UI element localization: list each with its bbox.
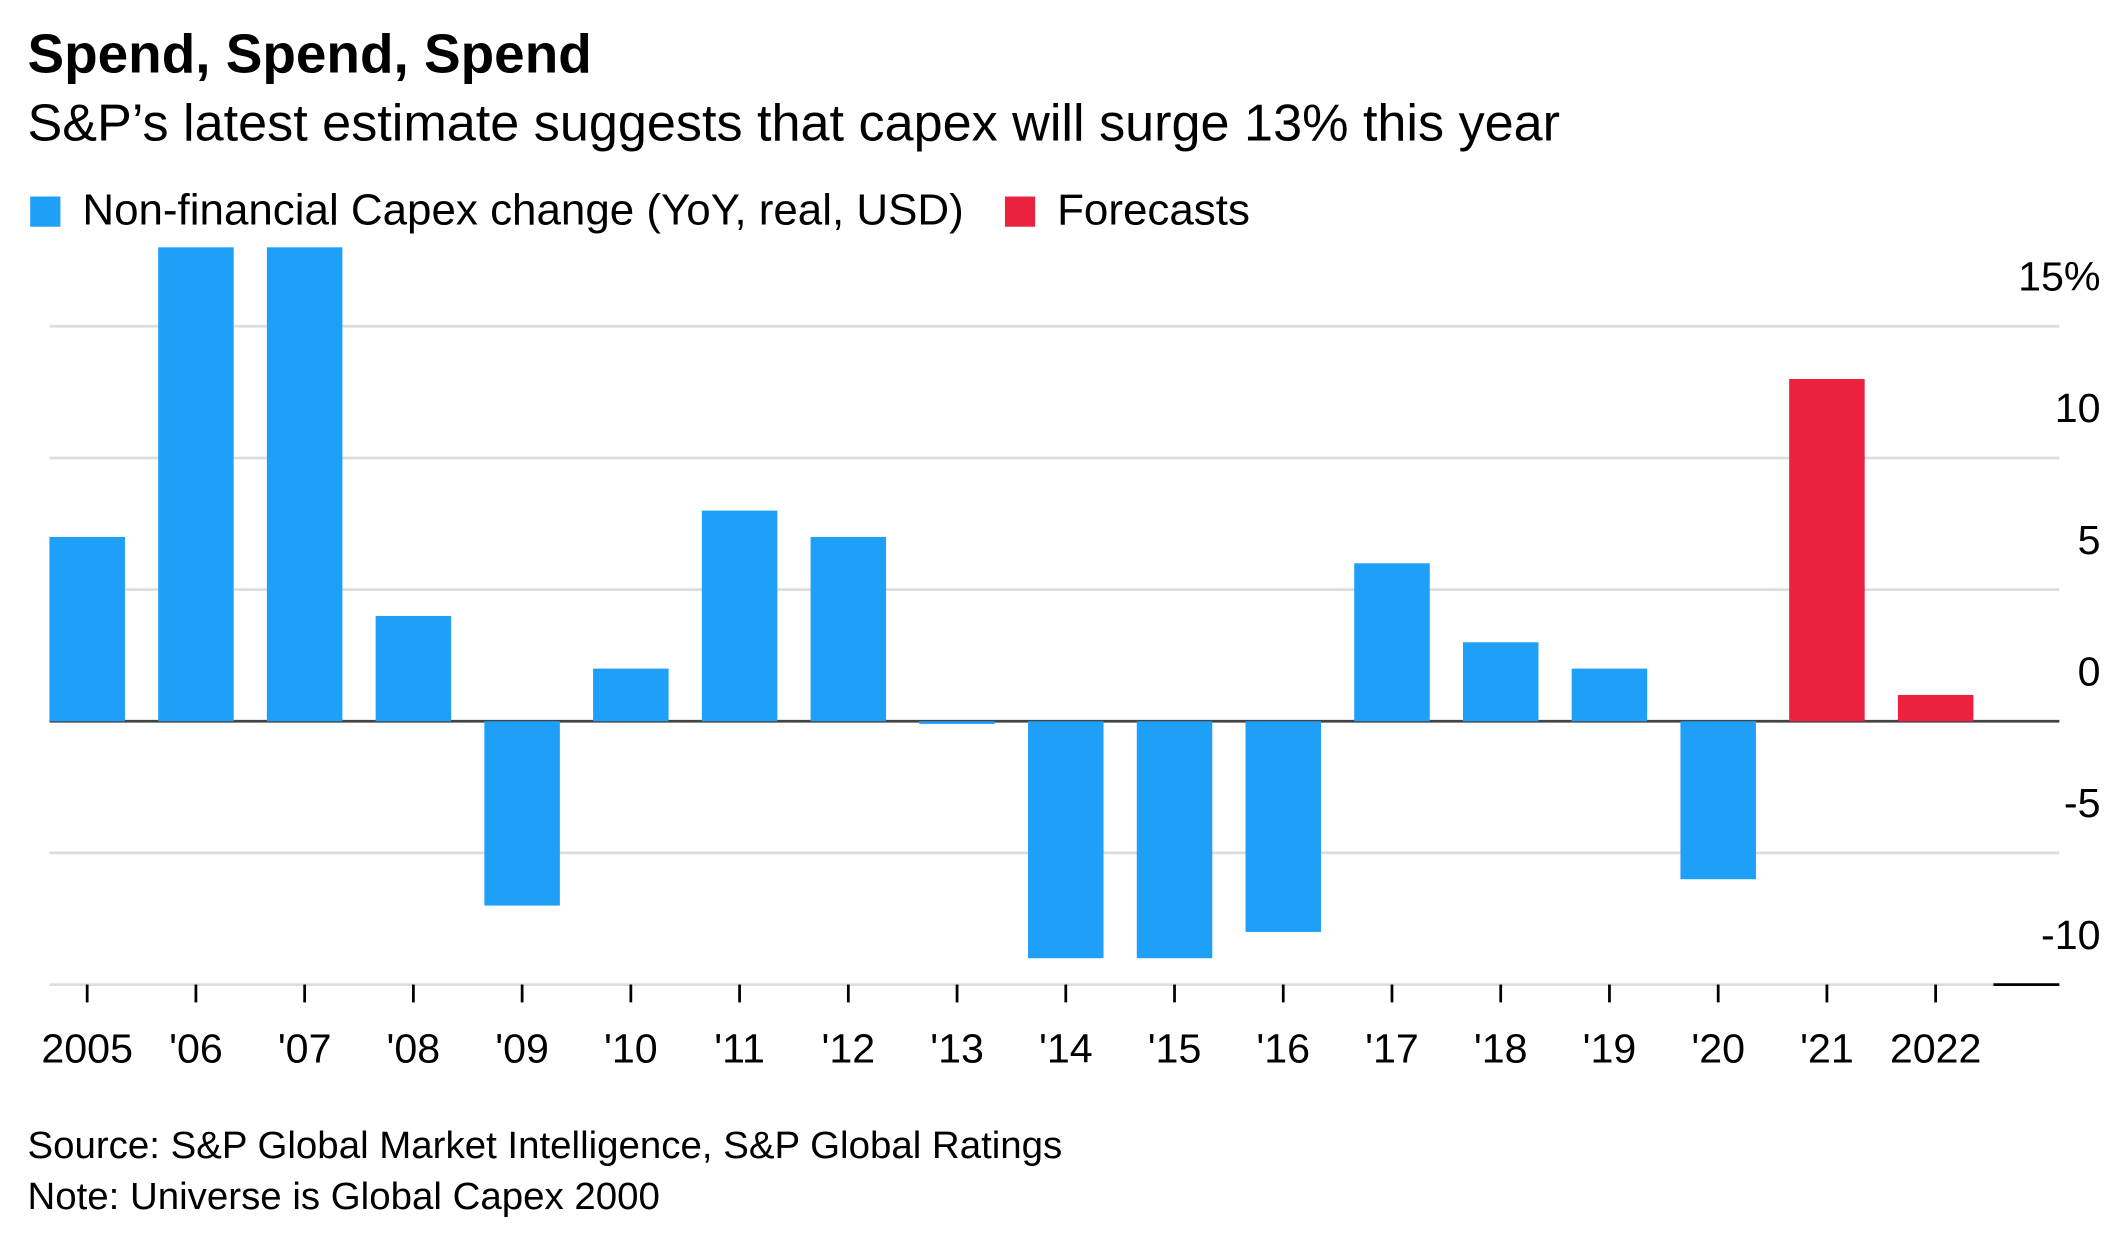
- y-tick-label: 10: [2055, 385, 2101, 431]
- bar: [158, 247, 234, 722]
- x-tick-label: '07: [278, 1026, 332, 1072]
- bar: [1136, 721, 1213, 959]
- chart-subtitle: S&P’s latest estimate suggests that cape…: [27, 94, 1560, 152]
- x-tick-label: '06: [169, 1026, 223, 1072]
- bar: [1571, 668, 1648, 722]
- bar: [1245, 721, 1322, 932]
- note: Note: Universe is Global Capex 2000: [27, 1175, 659, 1218]
- y-tick-label: 15%: [2018, 254, 2100, 300]
- x-tick-label: 2005: [41, 1026, 133, 1072]
- legend-label: Non-financial Capex change (YoY, real, U…: [82, 186, 963, 235]
- bar: [484, 721, 560, 906]
- x-tick-label: '21: [1800, 1026, 1854, 1072]
- bar: [1680, 721, 1756, 880]
- x-tick-label: '17: [1365, 1026, 1419, 1072]
- source: Source: S&P Global Market Intelligence, …: [27, 1124, 1062, 1167]
- bar: [375, 615, 452, 722]
- legend-swatch: [1004, 196, 1036, 227]
- y-tick-label: 5: [2078, 517, 2101, 563]
- x-tick-label: '12: [821, 1026, 875, 1072]
- x-tick-label: '15: [1148, 1026, 1202, 1072]
- bar: [1897, 694, 1974, 722]
- bar: [1462, 642, 1539, 722]
- x-tick-label: '09: [495, 1026, 549, 1072]
- bar: [266, 247, 343, 722]
- x-tick-label: '08: [387, 1026, 441, 1072]
- x-tick-label: 2022: [1890, 1026, 1982, 1072]
- legend-swatch: [30, 196, 61, 227]
- chart-title: Spend, Spend, Spend: [27, 22, 591, 84]
- bar: [1354, 563, 1430, 722]
- x-tick-label: '14: [1039, 1026, 1093, 1072]
- bar: [49, 536, 125, 722]
- x-tick-label: '10: [604, 1026, 658, 1072]
- x-tick-label: '20: [1691, 1026, 1745, 1072]
- x-tick-label: '16: [1256, 1026, 1310, 1072]
- bar: [1789, 378, 1865, 722]
- y-tick-label: -10: [2041, 912, 2101, 958]
- bar: [810, 536, 887, 722]
- bar: [593, 668, 669, 722]
- bar: [1028, 721, 1104, 959]
- legend-label: Forecasts: [1057, 186, 1250, 235]
- x-tick-label: '13: [930, 1026, 984, 1072]
- x-tick-label: '11: [714, 1026, 765, 1072]
- x-tick-label: '18: [1474, 1026, 1528, 1072]
- x-tick-label: '19: [1583, 1026, 1637, 1072]
- bar: [919, 721, 995, 724]
- y-tick-label: -5: [2064, 780, 2101, 826]
- y-tick-label: 0: [2078, 648, 2101, 694]
- bar: [701, 510, 778, 722]
